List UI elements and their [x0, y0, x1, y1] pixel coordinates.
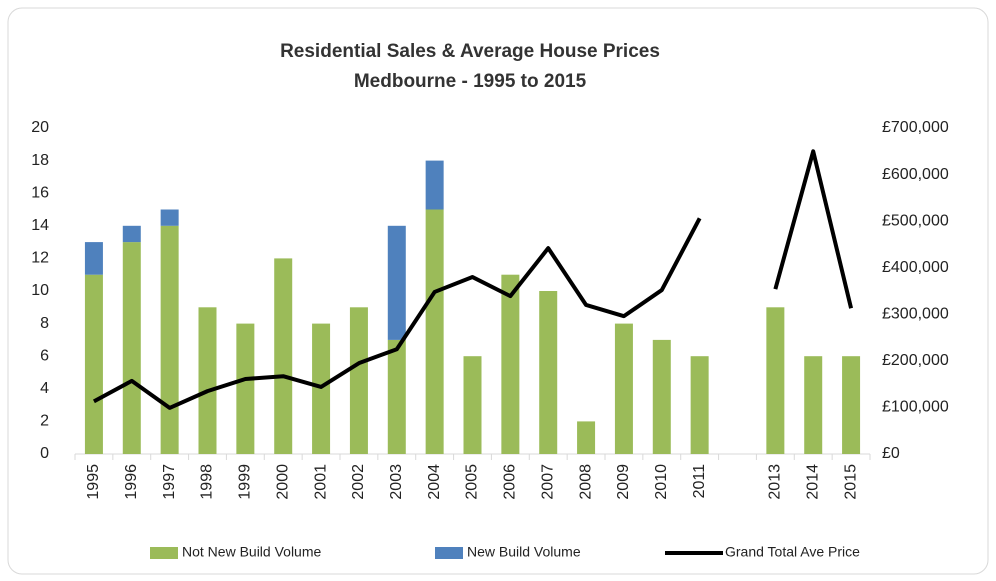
y2-tick-label: £200,000 [882, 352, 949, 369]
y-tick-label: 0 [40, 445, 49, 462]
legend-swatch [435, 547, 463, 559]
x-tick-label: 2003 [388, 464, 405, 500]
legend-label: Grand Total Ave Price [725, 544, 860, 560]
bar [198, 307, 217, 454]
bar [501, 274, 520, 454]
x-tick-label: 1997 [161, 464, 178, 500]
bar [425, 160, 444, 210]
legend-label: New Build Volume [467, 544, 581, 560]
bar [463, 356, 482, 454]
x-tick-label: 2014 [804, 464, 821, 500]
bar [425, 209, 444, 454]
bar [349, 307, 368, 454]
x-tick-label: 2013 [767, 464, 784, 500]
x-tick-label: 2011 [691, 464, 708, 499]
x-tick-label: 2005 [464, 464, 481, 500]
bar [842, 356, 861, 454]
y-tick-label: 4 [40, 380, 49, 397]
bar [652, 339, 671, 454]
x-tick-label: 2009 [615, 464, 632, 500]
bar [84, 242, 103, 275]
x-tick-label: 2010 [653, 464, 670, 500]
y2-tick-label: £300,000 [882, 306, 949, 323]
x-tick-label: 2006 [502, 464, 519, 500]
y2-tick-label: £0 [882, 445, 900, 462]
y-tick-label: 16 [31, 184, 49, 201]
x-tick-label: 2015 [842, 464, 859, 500]
y2-tick-label: £700,000 [882, 119, 949, 136]
bar [387, 225, 406, 340]
x-tick-label: 2000 [274, 464, 291, 500]
x-tick-label: 2004 [426, 464, 443, 500]
legend-label: Not New Build Volume [182, 544, 322, 560]
bar [614, 323, 633, 454]
y-tick-label: 12 [31, 250, 49, 267]
bar [539, 291, 558, 454]
x-tick-label: 2001 [312, 464, 329, 500]
legend-swatch [150, 547, 178, 559]
bar [236, 323, 255, 454]
x-tick-label: 2002 [350, 464, 367, 500]
chart-title: Residential Sales & Average House Prices [280, 41, 660, 62]
x-tick-label: 1995 [85, 464, 102, 500]
chart-subtitle: Medbourne - 1995 to 2015 [354, 71, 587, 92]
y2-tick-label: £400,000 [882, 259, 949, 276]
x-tick-label: 1999 [237, 464, 254, 500]
y-tick-label: 6 [40, 347, 49, 364]
y-tick-label: 14 [31, 217, 49, 234]
bar [690, 356, 709, 454]
bar [577, 421, 596, 454]
bar [274, 258, 293, 454]
y2-tick-label: £600,000 [882, 166, 949, 183]
line [92, 149, 854, 410]
bar [804, 356, 823, 454]
bar [766, 307, 785, 454]
bar [122, 225, 141, 243]
x-tick-label: 2007 [539, 464, 556, 500]
y-tick-label: 8 [40, 315, 49, 332]
x-tick-label: 1996 [123, 464, 140, 500]
x-tick-label: 2008 [577, 464, 594, 500]
y-tick-label: 20 [31, 119, 49, 136]
bar [122, 242, 141, 454]
x-tick-label: 1998 [199, 464, 216, 500]
y-tick-label: 18 [31, 152, 49, 169]
bar [84, 274, 103, 454]
y-tick-label: 10 [31, 282, 49, 299]
bar [160, 225, 179, 454]
y2-tick-label: £500,000 [882, 212, 949, 229]
bar [160, 209, 179, 226]
y-tick-label: 2 [40, 413, 49, 430]
bar [387, 339, 406, 454]
y2-tick-label: £100,000 [882, 399, 949, 416]
